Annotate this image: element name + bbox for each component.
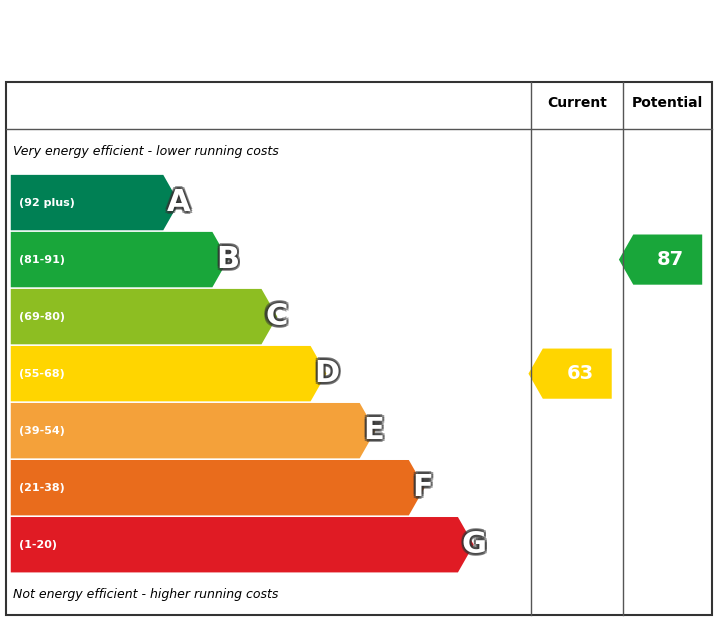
- Text: D: D: [312, 357, 337, 386]
- Text: B: B: [214, 245, 237, 274]
- Text: G: G: [462, 534, 487, 563]
- Text: G: G: [462, 527, 487, 556]
- Text: B: B: [216, 248, 239, 277]
- Polygon shape: [11, 346, 327, 401]
- Text: C: C: [265, 299, 287, 328]
- Polygon shape: [11, 460, 424, 516]
- Text: A: A: [169, 188, 192, 217]
- Text: E: E: [361, 416, 382, 445]
- Text: D: D: [314, 356, 340, 385]
- Text: A: A: [167, 185, 190, 214]
- Text: G: G: [464, 530, 489, 559]
- Text: D: D: [317, 357, 342, 386]
- Text: E: E: [363, 420, 384, 448]
- Polygon shape: [11, 289, 277, 344]
- Text: E: E: [365, 418, 386, 448]
- Text: (39-54): (39-54): [19, 426, 65, 436]
- Text: C: C: [263, 305, 285, 333]
- Text: D: D: [317, 359, 342, 388]
- Polygon shape: [11, 175, 179, 230]
- Polygon shape: [11, 232, 228, 287]
- Text: Current: Current: [547, 96, 607, 110]
- Text: B: B: [218, 247, 241, 276]
- Text: (92 plus): (92 plus): [19, 197, 75, 207]
- Text: A: A: [164, 186, 188, 215]
- Text: A: A: [164, 190, 188, 219]
- Text: A: A: [169, 190, 192, 219]
- Text: D: D: [312, 359, 337, 388]
- Text: A: A: [167, 188, 190, 217]
- Text: F: F: [412, 470, 433, 499]
- Text: 87: 87: [657, 250, 684, 269]
- Text: C: C: [265, 305, 287, 334]
- Text: F: F: [410, 475, 431, 504]
- Text: (21-38): (21-38): [19, 483, 65, 493]
- Text: D: D: [314, 362, 340, 391]
- Text: E: E: [365, 416, 386, 445]
- Text: F: F: [412, 473, 433, 502]
- Text: C: C: [263, 302, 285, 331]
- Text: E: E: [365, 414, 386, 443]
- Text: D: D: [314, 359, 340, 388]
- Text: E: E: [363, 416, 384, 445]
- Text: B: B: [216, 245, 239, 274]
- Text: C: C: [265, 302, 287, 331]
- Text: G: G: [464, 532, 489, 561]
- Text: C: C: [263, 300, 285, 329]
- Text: C: C: [267, 305, 289, 333]
- Text: A: A: [164, 188, 188, 217]
- Text: A: A: [169, 186, 192, 215]
- Text: G: G: [460, 528, 485, 557]
- Polygon shape: [11, 517, 474, 573]
- Text: Not energy efficient - higher running costs: Not energy efficient - higher running co…: [13, 588, 279, 601]
- Text: C: C: [267, 300, 289, 329]
- Text: F: F: [414, 473, 435, 502]
- Text: B: B: [214, 243, 237, 272]
- Text: Potential: Potential: [632, 96, 704, 110]
- Text: G: G: [460, 530, 485, 559]
- Text: F: F: [414, 475, 435, 504]
- Text: E: E: [361, 414, 382, 443]
- Polygon shape: [619, 235, 702, 285]
- Text: Energy Efficiency Rating: Energy Efficiency Rating: [18, 22, 478, 55]
- Text: B: B: [214, 247, 237, 276]
- Text: F: F: [414, 471, 435, 500]
- Text: E: E: [363, 413, 384, 442]
- Text: 63: 63: [567, 364, 594, 383]
- Polygon shape: [11, 403, 376, 458]
- Text: A: A: [167, 191, 190, 220]
- Text: C: C: [267, 302, 289, 331]
- Polygon shape: [528, 348, 612, 399]
- Text: (69-80): (69-80): [19, 311, 65, 322]
- Text: (81-91): (81-91): [19, 254, 65, 264]
- Text: (1-20): (1-20): [19, 540, 57, 550]
- Text: F: F: [410, 471, 431, 500]
- Text: D: D: [312, 361, 337, 391]
- Text: B: B: [218, 245, 241, 274]
- Text: B: B: [216, 242, 239, 271]
- Text: D: D: [317, 361, 342, 391]
- Text: G: G: [464, 528, 489, 557]
- Text: Very energy efficient - lower running costs: Very energy efficient - lower running co…: [13, 145, 279, 158]
- Text: B: B: [218, 243, 241, 272]
- Text: G: G: [460, 532, 485, 561]
- Text: F: F: [412, 477, 433, 506]
- Text: G: G: [462, 530, 487, 559]
- Text: (55-68): (55-68): [19, 369, 65, 379]
- Text: F: F: [410, 473, 431, 502]
- Text: E: E: [361, 418, 382, 448]
